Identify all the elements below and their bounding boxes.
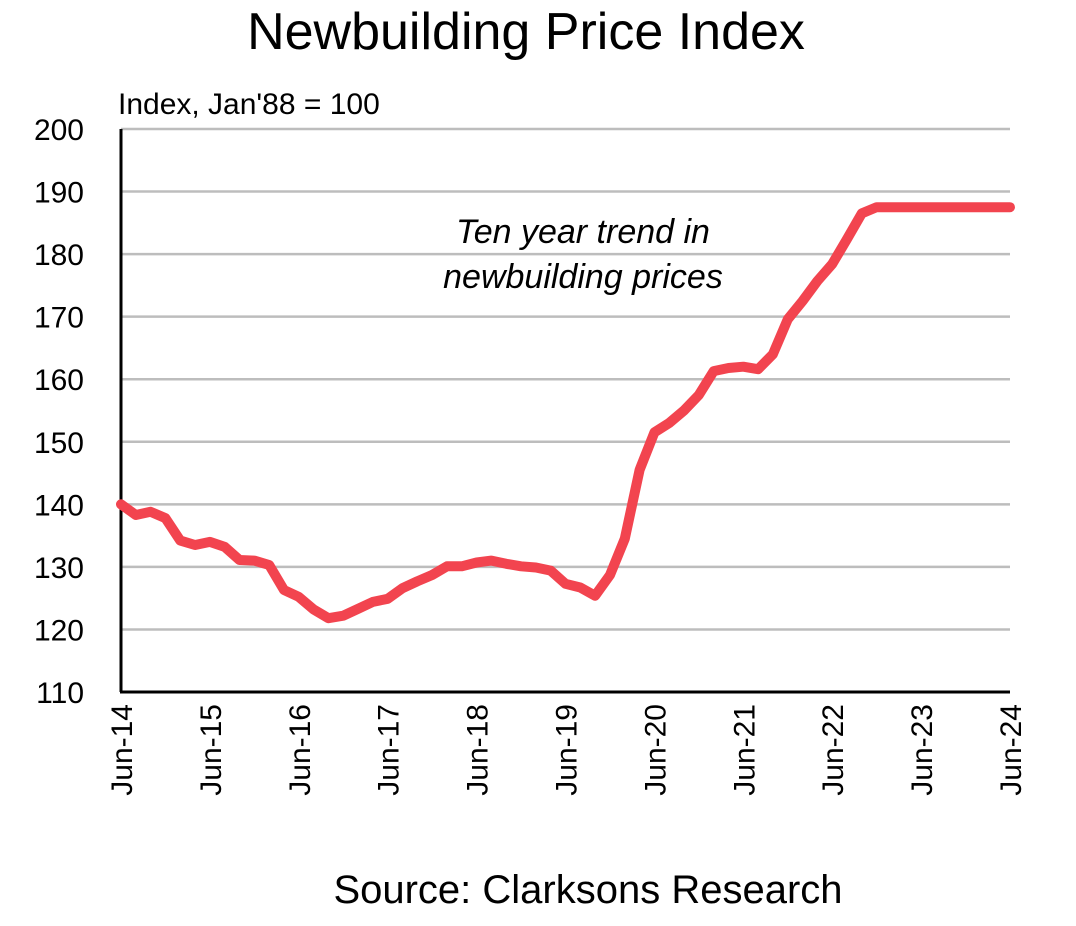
- y-tick-labels: 110 120 130 140 150 160 170 180 190 200: [34, 114, 84, 710]
- x-tick-label: Jun-16: [284, 704, 317, 796]
- y-tick-label: 120: [34, 614, 84, 647]
- y-tick-label: 200: [34, 114, 84, 147]
- y-tick-label: 110: [36, 677, 84, 710]
- x-tick-label: Jun-21: [728, 704, 761, 796]
- y-tick-label: 180: [34, 239, 84, 272]
- x-tick-label: Jun-14: [106, 704, 139, 796]
- gridlines: [121, 127, 1010, 631]
- y-tick-label: 140: [34, 489, 84, 522]
- y-tick-label: 160: [34, 364, 84, 397]
- x-tick-label: Jun-18: [462, 704, 495, 796]
- x-tick-label: Jun-15: [195, 704, 228, 796]
- y-tick-label: 190: [34, 177, 84, 210]
- source-note: Source: Clarksons Research: [333, 868, 843, 912]
- x-tick-label: Jun-20: [639, 704, 672, 796]
- x-tick-label: Jun-19: [551, 704, 584, 796]
- series-line-newbuilding-price-index: [116, 202, 1015, 624]
- x-tick-label: Jun-24: [995, 704, 1028, 796]
- y-axis-unit-label: Index, Jan'88 = 100: [118, 88, 380, 121]
- chart-title: Newbuilding Price Index: [247, 3, 805, 61]
- y-tick-label: 130: [34, 552, 84, 585]
- y-tick-label: 170: [34, 302, 84, 335]
- annotation-line-2: newbuilding prices: [443, 258, 723, 296]
- y-tick-label: 150: [34, 427, 84, 460]
- x-tick-label: Jun-17: [373, 704, 406, 796]
- x-tick-label: Jun-22: [817, 704, 850, 796]
- x-tick-labels: Jun-14 Jun-15 Jun-16 Jun-17 Jun-18 Jun-19 Jun-…: [106, 704, 1028, 796]
- annotation-line-1: Ten year trend in: [456, 213, 710, 251]
- x-tick-label: Jun-23: [906, 704, 939, 796]
